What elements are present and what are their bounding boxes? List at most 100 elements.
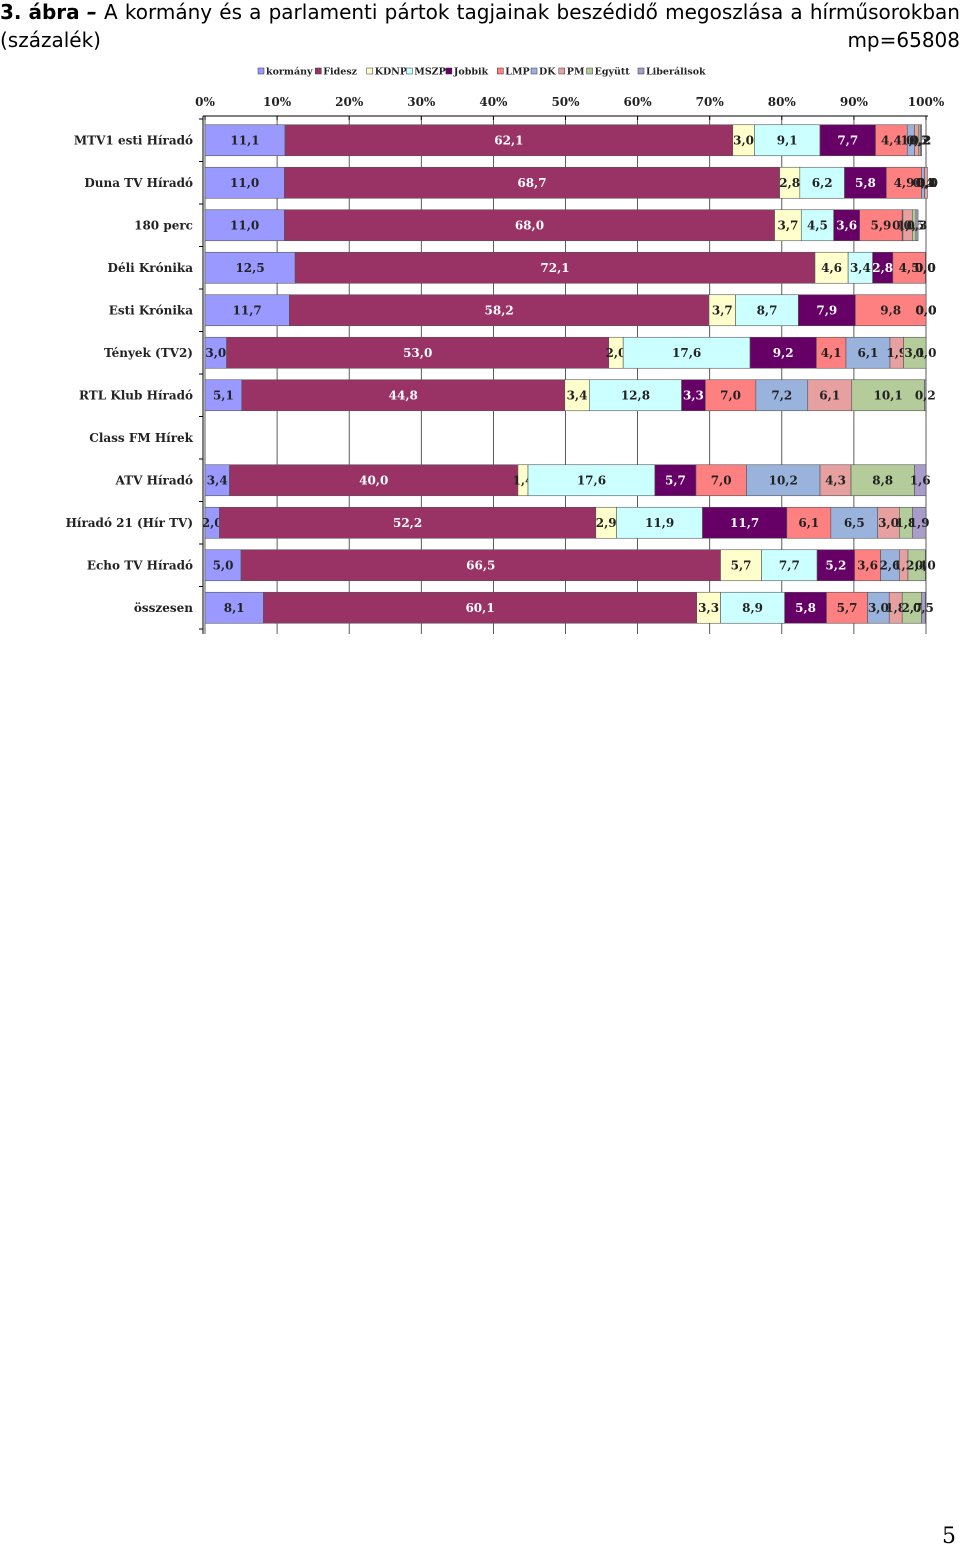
bar-segment — [799, 166, 845, 199]
bar-segment — [850, 464, 915, 497]
bar-segment — [816, 336, 847, 369]
category-label: Tények (TV2) — [104, 346, 193, 360]
data-label: 8,9 — [742, 601, 763, 615]
stacked-bar-chart: kormány Fidesz KDNP MSZP Jobbik LMP DK PM Együtt… — [66, 67, 945, 634]
data-label: 52,2 — [393, 516, 422, 530]
legend-swatch — [586, 67, 593, 75]
bar-segment — [844, 166, 887, 199]
bar-segment — [826, 591, 868, 624]
data-label: 7,0 — [711, 473, 732, 487]
data-label: 5,1 — [213, 388, 234, 402]
data-label: 17,6 — [577, 473, 606, 487]
data-label: 0,0 — [915, 558, 936, 572]
legend-swatch — [558, 67, 566, 75]
caption-word: hírműsorokban — [809, 0, 960, 24]
bar-segment — [229, 464, 519, 497]
bar-segment — [903, 336, 927, 369]
bar-segment — [654, 464, 697, 497]
data-label: 2,8 — [872, 261, 893, 275]
data-label: 1,9 — [886, 346, 907, 360]
bar-segment — [819, 124, 876, 157]
data-label: 12,5 — [235, 261, 264, 275]
bar-segment — [914, 464, 927, 497]
data-label: 0,2 — [911, 133, 932, 147]
data-label: 53,0 — [403, 346, 432, 360]
bar-segment — [527, 464, 656, 497]
data-label: 3,4 — [850, 261, 871, 275]
data-label: 2,7 — [901, 601, 922, 615]
figure-number: 3. ábra — [0, 0, 80, 24]
data-label: 3,1 — [904, 346, 925, 360]
category-label: Híradó 21 (Hír TV) — [66, 516, 193, 530]
data-label: 6,2 — [812, 176, 833, 190]
bar-segment — [289, 294, 710, 327]
legend-label: LMP — [505, 67, 529, 78]
data-label: 1,9 — [909, 516, 930, 530]
category-label: Echo TV Híradó — [87, 558, 193, 572]
figure-caption-line1: 3. ábra – A kormány és a parlamenti párt… — [0, 0, 960, 24]
bar-segment — [800, 209, 835, 242]
data-label: 8,1 — [224, 601, 245, 615]
bar-segment — [847, 251, 873, 284]
bar-segment — [886, 166, 922, 199]
data-label: 0,0 — [916, 303, 937, 317]
caption-word: tagjainak — [456, 0, 550, 24]
category-label: összesen — [134, 601, 193, 615]
data-label: 10,1 — [874, 388, 903, 402]
bar-segment — [774, 209, 802, 242]
bar-segment — [855, 294, 927, 327]
data-label: 3,7 — [777, 218, 798, 232]
caption-sample-size: mp=65808 — [847, 28, 960, 52]
bar-segment — [754, 124, 821, 157]
bar-segment — [204, 549, 242, 582]
category-label: Esti Krónika — [109, 303, 194, 317]
data-label: 72,1 — [540, 261, 569, 275]
caption-word: a — [790, 0, 803, 24]
data-label: 3,3 — [698, 601, 719, 615]
x-tick-label: 50% — [551, 95, 580, 109]
data-label: 17,6 — [672, 346, 701, 360]
page-number: 5 — [942, 1524, 956, 1549]
data-label: 4,9 — [894, 176, 915, 190]
bar-segment — [833, 209, 860, 242]
bar-segment — [798, 294, 856, 327]
data-label: 5,0 — [213, 558, 234, 572]
data-label: 7,7 — [779, 558, 800, 572]
bar-segment — [924, 166, 928, 199]
legend-label: Fidesz — [323, 67, 357, 78]
data-label: 0,0 — [916, 303, 937, 317]
bar-segment — [241, 379, 566, 412]
figure-caption-line2: (százalék) mp=65808 — [0, 28, 960, 52]
data-label: 7,9 — [816, 303, 837, 317]
caption-word: parlamenti — [268, 0, 378, 24]
data-label: 0,5 — [904, 218, 925, 232]
bar-segment — [720, 591, 785, 624]
data-label: 11,7 — [233, 303, 262, 317]
data-label: 10,2 — [769, 473, 798, 487]
caption-word: beszédidő — [556, 0, 658, 24]
bar-segment — [907, 549, 926, 582]
bar-segment — [702, 506, 788, 539]
data-label: 6,1 — [858, 346, 879, 360]
bar-segment — [851, 379, 925, 412]
legend-label: Együtt — [595, 67, 631, 78]
data-label: 5,7 — [731, 558, 752, 572]
legend-swatch — [445, 67, 453, 75]
data-label: 11,9 — [645, 516, 674, 530]
caption-word: a — [249, 0, 262, 24]
x-tick-label: 100% — [908, 95, 945, 109]
bar-segment — [204, 124, 286, 157]
bar-segment — [912, 506, 927, 539]
data-label: 60,1 — [465, 601, 494, 615]
data-label: 2,8 — [779, 176, 800, 190]
legend-swatch — [366, 67, 373, 75]
legend-swatch — [637, 67, 645, 75]
category-label: 180 perc — [134, 218, 193, 232]
data-label: 0,4 — [916, 176, 937, 190]
bar-segment — [226, 336, 610, 369]
data-label: 5,8 — [855, 176, 876, 190]
data-label: 12,8 — [621, 388, 650, 402]
caption-unit: (százalék) — [0, 28, 101, 52]
data-label: 8,7 — [757, 303, 778, 317]
data-label: 11,0 — [230, 218, 259, 232]
